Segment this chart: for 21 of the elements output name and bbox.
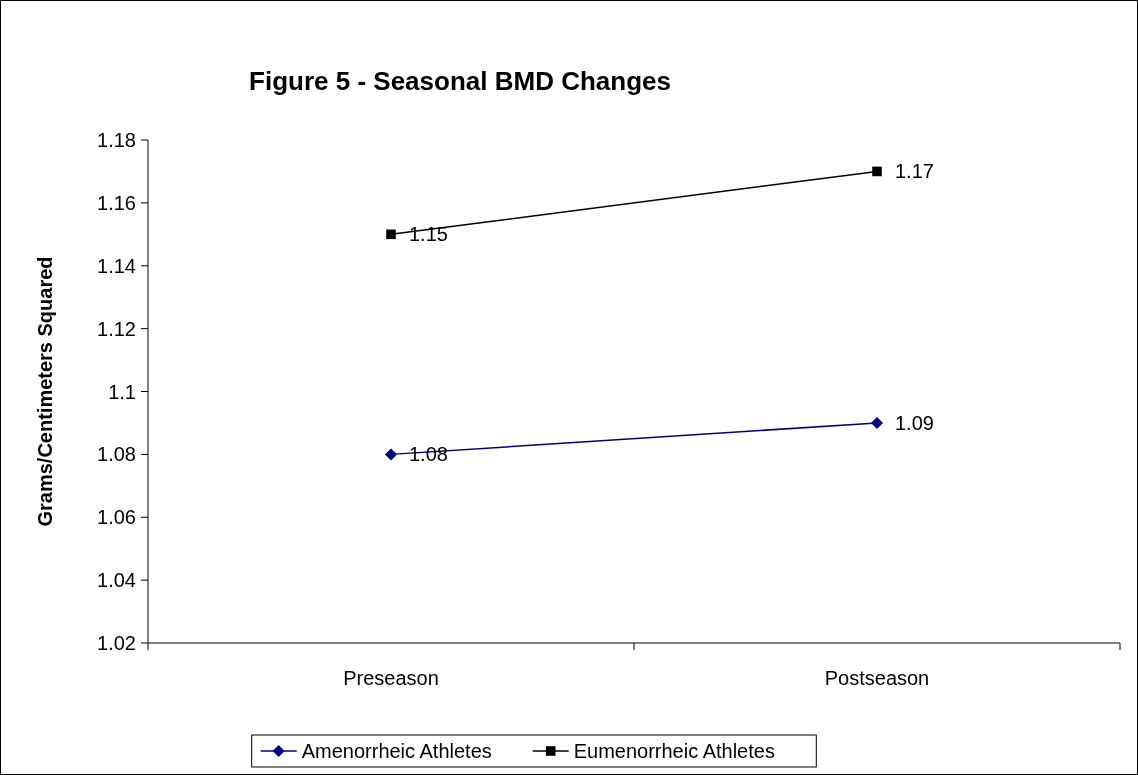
point: [871, 416, 883, 429]
y-tick-label: 1.14: [97, 254, 136, 277]
y-tick-label: 1.06: [97, 506, 136, 529]
x-tick-label: Preseason: [343, 667, 439, 689]
legend-label: Eumenorrheic Athletes: [573, 740, 775, 762]
point: [386, 229, 396, 240]
data-label: 1.17: [895, 160, 934, 183]
point: [385, 448, 397, 461]
y-axis-title: Grams/Centimeters Squared: [34, 256, 56, 527]
y-tick-label: 1.12: [97, 317, 136, 340]
data-label: 1.09: [895, 411, 934, 434]
y-tick-label: 1.1: [108, 380, 136, 403]
legend-label: Amenorrheic Athletes: [301, 740, 492, 762]
y-tick-label: 1.04: [97, 569, 136, 592]
y-tick-label: 1.08: [97, 443, 136, 466]
y-tick-label: 1.16: [97, 191, 136, 214]
y-tick-label: 1.02: [97, 632, 136, 654]
x-tick-label: Postseason: [824, 667, 930, 689]
y-tick-label: 1.18: [97, 129, 136, 151]
chart-title: Figure 5 - Seasonal BMD Changes: [249, 66, 671, 96]
point: [872, 166, 882, 177]
